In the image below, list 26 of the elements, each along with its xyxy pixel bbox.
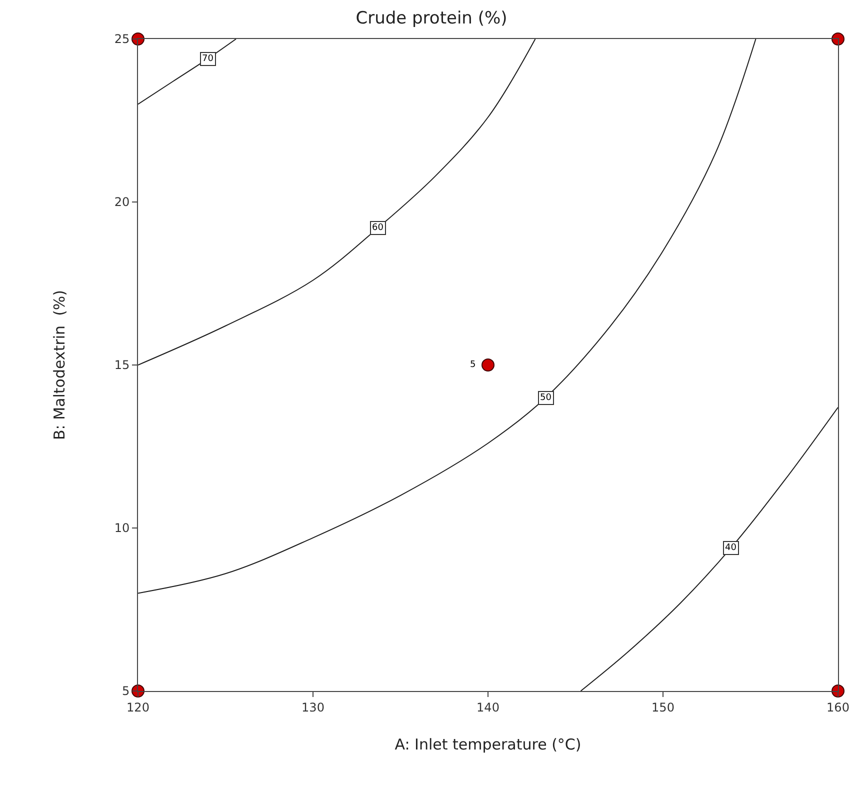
annotation: 60 [372, 223, 384, 233]
y-tick-label: 20 [114, 195, 130, 210]
x-tick-label: 130 [302, 700, 324, 714]
annotation: 40 [725, 543, 737, 553]
point [132, 32, 144, 46]
point [832, 684, 844, 698]
point [832, 32, 844, 46]
y-axis-title: B: Maltodextrin (%) [50, 290, 69, 440]
annotation: 50 [540, 393, 552, 403]
x-tick-label: 150 [652, 700, 674, 714]
x-tick-label: 120 [126, 700, 150, 714]
x-tick-label: 160 [826, 700, 850, 714]
annotation: 70 [202, 54, 214, 64]
annotation: 5 [470, 360, 476, 370]
point [482, 358, 494, 372]
line-series [580, 406, 838, 691]
y-tick-label: 15 [114, 358, 130, 372]
line-series [138, 39, 536, 366]
x-axis-title: A: Inlet temperature (°C) [394, 735, 582, 754]
y-tick-label: 10 [114, 521, 130, 536]
chart-title: Crude protein (%) [356, 8, 508, 29]
line-series [138, 39, 756, 594]
y-tick-label: 25 [114, 32, 130, 46]
x-tick-label: 140 [476, 700, 500, 714]
y-tick-label: 5 [122, 684, 130, 698]
line-series [138, 39, 236, 105]
